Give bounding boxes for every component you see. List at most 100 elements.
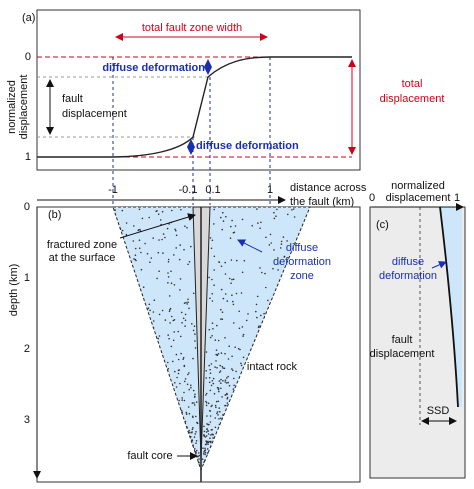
stipple-dot: [190, 435, 192, 438]
stipple-dot: [242, 335, 244, 337]
annotation: SSD: [427, 405, 450, 417]
stipple-dot: [195, 431, 197, 433]
stipple-dot: [192, 389, 195, 392]
stipple-dot: [206, 448, 209, 450]
stipple-dot: [207, 430, 210, 432]
stipple-dot: [184, 420, 187, 423]
stipple-dot: [208, 440, 211, 443]
stipple-dot: [210, 434, 212, 436]
stipple-dot: [227, 358, 230, 360]
stipple-dot: [175, 247, 177, 249]
x-axis-label: the fault (km): [290, 196, 354, 208]
y-tick-label: 1: [25, 151, 31, 163]
stipple-dot: [214, 366, 216, 368]
stipple-dot: [174, 382, 176, 384]
stipple-dot: [212, 328, 214, 330]
stipple-dot: [221, 228, 223, 231]
annotation: fault: [392, 334, 413, 346]
stipple-dot: [191, 323, 193, 325]
stipple-dot: [177, 330, 179, 333]
panel-frame: [36, 9, 361, 171]
stipple-dot: [149, 309, 151, 312]
stipple-dot: [227, 381, 229, 384]
stipple-dot: [211, 300, 214, 302]
stipple-dot: [125, 233, 128, 236]
stipple-dot: [220, 382, 222, 385]
x-tick-label: 1: [267, 184, 273, 196]
stipple-dot: [208, 423, 210, 426]
stipple-dot: [161, 238, 163, 241]
stipple-dot: [216, 324, 218, 327]
stipple-dot: [181, 399, 183, 401]
stipple-dot: [186, 303, 188, 305]
stipple-dot: [192, 292, 195, 295]
stipple-dot: [161, 309, 164, 312]
stipple-dot: [283, 255, 286, 258]
stipple-dot: [187, 301, 189, 304]
stipple-dot: [175, 234, 178, 237]
x-tick-label: 1: [454, 192, 460, 204]
stipple-dot: [224, 381, 226, 383]
stipple-dot: [147, 307, 150, 310]
stipple-dot: [183, 380, 186, 383]
stipple-dot: [174, 228, 176, 231]
stipple-dot: [188, 372, 190, 374]
stipple-dot: [240, 364, 243, 367]
stipple-dot: [267, 299, 269, 302]
stipple-dot: [241, 326, 244, 328]
stipple-dot: [180, 335, 182, 338]
stipple-dot: [138, 239, 141, 241]
stipple-dot: [195, 440, 198, 442]
stipple-dot: [217, 353, 220, 355]
stipple-dot: [141, 217, 144, 220]
stipple-dot: [222, 380, 224, 382]
stipple-dot: [220, 265, 223, 268]
stipple-dot: [227, 375, 229, 378]
stipple-dot: [158, 313, 161, 316]
stipple-dot: [265, 236, 267, 239]
stipple-dot: [219, 410, 221, 413]
stipple-dot: [210, 384, 213, 387]
stipple-dot: [187, 406, 190, 408]
stipple-dot: [209, 389, 212, 392]
annotation: diffuse: [286, 242, 318, 254]
stipple-dot: [264, 272, 266, 275]
stipple-dot: [190, 386, 192, 389]
stipple-dot: [212, 382, 215, 385]
panel-a: (a) total fault zone width normalized di…: [6, 9, 444, 205]
stipple-dot: [121, 209, 124, 212]
stipple-dot: [201, 458, 204, 461]
stipple-dot: [233, 384, 235, 387]
stipple-dot: [152, 237, 154, 239]
stipple-dot: [224, 379, 227, 382]
stipple-dot: [175, 386, 178, 388]
stipple-dot: [202, 447, 204, 450]
stipple-dot: [183, 248, 185, 251]
stipple-dot: [157, 337, 160, 340]
stipple-dot: [180, 209, 182, 211]
stipple-dot: [194, 347, 197, 349]
stipple-dot: [263, 312, 265, 315]
stipple-dot: [235, 292, 238, 295]
stipple-dot: [217, 400, 220, 403]
stipple-dot: [221, 396, 223, 398]
stipple-dot: [230, 282, 232, 285]
stipple-dot: [209, 237, 212, 239]
panel-label: (b): [48, 209, 61, 221]
stipple-dot: [214, 404, 217, 407]
stipple-dot: [133, 225, 135, 227]
stipple-dot: [152, 311, 155, 313]
stipple-dot: [192, 329, 195, 332]
stipple-dot: [184, 325, 186, 327]
stipple-dot: [208, 276, 210, 279]
annotation: intact rock: [247, 361, 298, 373]
stipple-dot: [205, 443, 207, 446]
x-axis-label: normalized: [391, 180, 445, 192]
stipple-dot: [233, 231, 236, 234]
stipple-dot: [216, 411, 219, 413]
stipple-dot: [224, 261, 226, 264]
stipple-dot: [152, 320, 155, 322]
stipple-dot: [204, 459, 206, 462]
stipple-dot: [235, 370, 237, 373]
stipple-dot: [215, 360, 217, 362]
